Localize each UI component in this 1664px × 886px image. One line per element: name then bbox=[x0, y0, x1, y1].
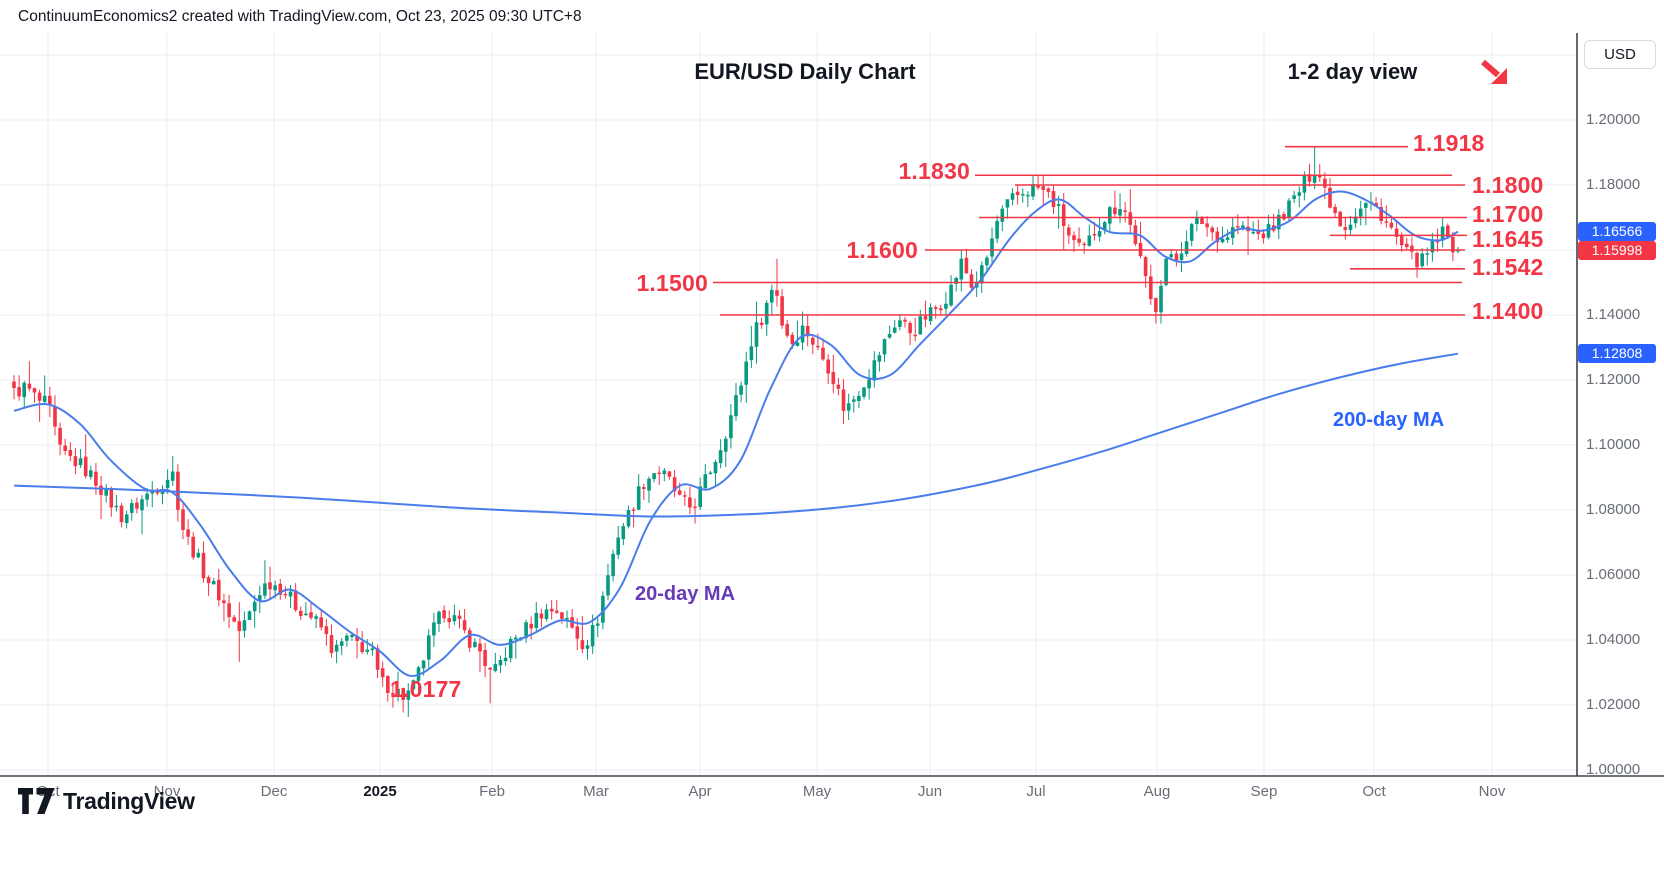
level-label-1.1500: 1.1500 bbox=[636, 269, 708, 296]
month-tick-label: Feb bbox=[479, 783, 505, 800]
low-annotation-label: 1.0177 bbox=[390, 676, 462, 702]
ma-200-line bbox=[13, 352, 1459, 518]
month-tick-label: Oct bbox=[1362, 783, 1386, 800]
price-badge: 1.12808 bbox=[1578, 344, 1656, 364]
200-day-ma-label: 200-day MA bbox=[1333, 409, 1445, 431]
month-tick-label: Aug bbox=[1143, 783, 1171, 800]
tradingview-logo-icon bbox=[18, 788, 55, 814]
month-tick-label: Mar bbox=[583, 783, 609, 800]
down-right-arrow-icon bbox=[1479, 56, 1511, 88]
level-label-1.1645: 1.1645 bbox=[1472, 226, 1544, 253]
month-tick-label: 2025 bbox=[363, 783, 397, 800]
level-label-1.1600: 1.1600 bbox=[846, 237, 918, 263]
20-day-ma-label: 20-day MA bbox=[635, 583, 736, 605]
price-badge: 1.16566 bbox=[1578, 222, 1656, 242]
chart-canvas[interactable] bbox=[0, 33, 1577, 776]
price-tick-label: 1.02000 bbox=[1586, 696, 1641, 713]
month-tick-label: Nov bbox=[1478, 783, 1506, 800]
price-badge: 1.15998 bbox=[1578, 240, 1656, 260]
level-label-1.1830: 1.1830 bbox=[898, 158, 970, 185]
price-tick-label: 1.10000 bbox=[1586, 436, 1641, 453]
level-label-1.1700: 1.1700 bbox=[1472, 200, 1544, 227]
price-tick-label: 1.08000 bbox=[1586, 501, 1641, 518]
view-horizon-label: 1-2 day view bbox=[1287, 59, 1418, 84]
month-tick-label: Apr bbox=[688, 783, 712, 800]
level-lines bbox=[713, 145, 1467, 316]
month-tick-label: Nov bbox=[153, 783, 181, 800]
month-tick-label: May bbox=[802, 783, 832, 800]
month-tick-label: Jul bbox=[1026, 783, 1046, 800]
price-tick-label: 1.00000 bbox=[1586, 761, 1641, 778]
price-tick-label: 1.04000 bbox=[1586, 631, 1641, 648]
candles bbox=[12, 146, 1460, 717]
price-axis-panel[interactable] bbox=[1577, 33, 1664, 776]
usd-axis-button[interactable]: USD bbox=[1584, 40, 1656, 69]
price-tick-label: 1.14000 bbox=[1586, 306, 1641, 323]
tradingview-logo-text: TradingView bbox=[63, 787, 195, 814]
level-label-1.1400: 1.1400 bbox=[1472, 298, 1544, 324]
month-tick-label: Dec bbox=[260, 783, 288, 800]
level-label-1.1918: 1.1918 bbox=[1413, 129, 1485, 156]
price-tick-label: 1.12000 bbox=[1586, 371, 1641, 388]
month-tick-label: Sep bbox=[1250, 783, 1278, 800]
month-tick-label: Jun bbox=[917, 783, 943, 800]
level-label-1.1542: 1.1542 bbox=[1472, 253, 1544, 280]
price-tick-label: 1.06000 bbox=[1586, 566, 1641, 583]
chart-title: EUR/USD Daily Chart bbox=[694, 59, 916, 84]
price-tick-label: 1.20000 bbox=[1586, 111, 1641, 128]
price-tick-label: 1.18000 bbox=[1586, 176, 1641, 193]
tradingview-logo: TradingView bbox=[18, 786, 195, 816]
attribution-text: ContinuumEconomics2 created with Trading… bbox=[18, 8, 582, 25]
level-label-1.1800: 1.1800 bbox=[1472, 172, 1544, 198]
ma-20-line bbox=[13, 190, 1459, 677]
